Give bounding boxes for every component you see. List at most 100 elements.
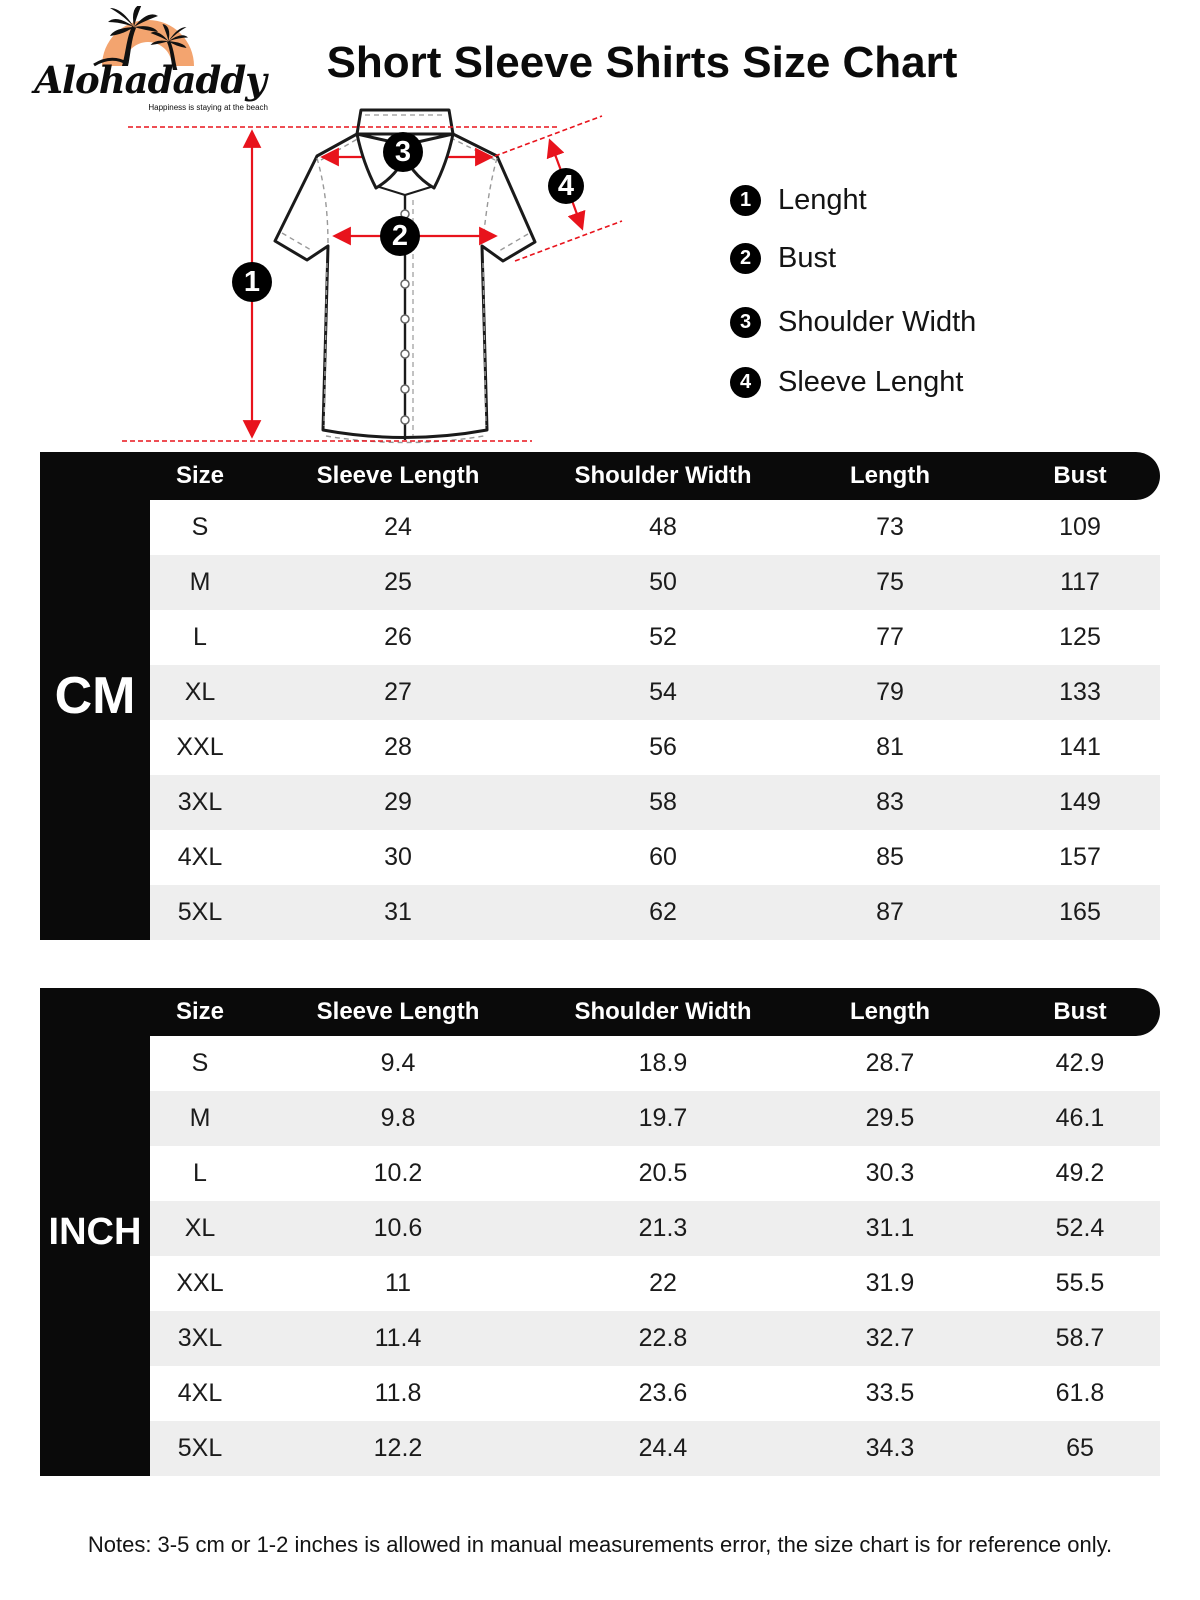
cell-shoulder-width: 20.5: [638, 1159, 688, 1187]
cell-bust: 65: [1066, 1434, 1094, 1462]
cell-bust: 141: [1059, 733, 1101, 761]
cell-bust: 52.4: [1055, 1214, 1105, 1242]
diagram-markers: 1 2 3 4: [232, 132, 584, 302]
table-row: M 9.8 19.7 29.5 46.1: [150, 1091, 1160, 1146]
cell-sleeve-length: 30: [384, 843, 412, 871]
palm-trees-sunset-logo-art: [93, 6, 194, 70]
cm-size-table: CM Size Sleeve Length Shoulder Width Len…: [40, 452, 1160, 940]
cell-length: 79: [876, 678, 904, 706]
cell-sleeve-length: 28: [384, 733, 412, 761]
legend-marker-1: 1: [730, 184, 761, 216]
column-header-bust: Bust: [1053, 462, 1107, 489]
shirt-collar: [355, 108, 455, 196]
column-header-size: Size: [175, 998, 225, 1025]
cell-sleeve-length: 10.2: [373, 1159, 423, 1187]
cell-bust: 49.2: [1055, 1159, 1105, 1187]
table-row: 4XL 11.8 23.6 33.5 61.8: [150, 1366, 1160, 1421]
table-row: 4XL 30 60 85 157: [150, 830, 1160, 885]
cell-length: 75: [876, 568, 904, 596]
legend-label: Lenght: [778, 183, 867, 216]
page-title: Short Sleeve Shirts Size Chart: [326, 38, 958, 87]
table-row: S 9.4 18.9 28.7 42.9: [150, 1036, 1160, 1091]
cell-bust: 157: [1059, 843, 1101, 871]
cell-sleeve-length: 9.8: [380, 1104, 416, 1132]
column-header-bust: Bust: [1053, 998, 1107, 1025]
column-header-shoulder-width: Shoulder Width: [574, 998, 752, 1025]
cell-shoulder-width: 54: [649, 678, 677, 706]
table-row: L 26 52 77 125: [150, 610, 1160, 665]
cell-shoulder-width: 19.7: [638, 1104, 688, 1132]
inch-table-rows: S 9.4 18.9 28.7 42.9 M 9.8 19.7 29.5 46.1 L 10.2 2…: [150, 1036, 1160, 1476]
cell-sleeve-length: 9.4: [380, 1049, 416, 1077]
cell-length: 30.3: [865, 1159, 915, 1187]
cell-sleeve-length: 10.6: [373, 1214, 423, 1242]
table-row: 5XL 31 62 87 165: [150, 885, 1160, 940]
inch-size-table: INCH Size Sleeve Length Shoulder Width L…: [40, 988, 1160, 1476]
cell-shoulder-width: 56: [649, 733, 677, 761]
diagram-marker-3: 3: [395, 136, 411, 168]
table-row: XXL 28 56 81 141: [150, 720, 1160, 775]
inch-table-header: Size Sleeve Length Shoulder Width Length…: [40, 988, 1160, 1036]
cell-size: XL: [184, 678, 216, 706]
cell-shoulder-width: 58: [649, 788, 677, 816]
cell-size: XL: [184, 1214, 216, 1242]
cell-size: 5XL: [177, 1434, 223, 1462]
cell-size: M: [189, 568, 211, 596]
cell-shoulder-width: 52: [649, 623, 677, 651]
cell-sleeve-length: 31: [384, 898, 412, 926]
column-header-length: Length: [850, 462, 930, 489]
column-header-shoulder-width: Shoulder Width: [574, 462, 752, 489]
cell-size: 4XL: [177, 843, 223, 871]
cell-bust: 117: [1060, 568, 1100, 596]
cell-shoulder-width: 62: [649, 898, 677, 926]
inch-unit-label: INCH: [40, 988, 150, 1476]
cell-bust: 61.8: [1055, 1379, 1105, 1407]
column-header-length: Length: [850, 998, 930, 1025]
cm-table-header: Size Sleeve Length Shoulder Width Length…: [40, 452, 1160, 500]
cell-length: 85: [876, 843, 904, 871]
cell-length: 31.9: [865, 1269, 915, 1297]
cell-sleeve-length: 24: [384, 513, 412, 541]
brand-logo: Alohadaddy Happiness is staying at the b…: [28, 4, 272, 118]
cell-sleeve-length: 26: [384, 623, 412, 651]
legend-label: Sleeve Lenght: [778, 365, 964, 398]
cell-size: L: [193, 623, 207, 651]
cm-unit-label: CM: [40, 452, 150, 940]
shirt-seams: [281, 137, 529, 444]
cell-bust: 133: [1059, 678, 1101, 706]
measurement-legend: 1 Lenght 2 Bust 3 Shoulder Width 4 Sleev…: [730, 183, 1060, 413]
cell-length: 33.5: [865, 1379, 915, 1407]
table-row: XL 10.6 21.3 31.1 52.4: [150, 1201, 1160, 1256]
shirt-measurement-diagram: 1 2 3 4: [122, 108, 623, 444]
legend-item-bust: 2 Bust: [730, 241, 836, 275]
legend-item-length: 1 Lenght: [730, 183, 867, 217]
cell-size: 3XL: [177, 1324, 223, 1352]
cell-sleeve-length: 25: [384, 568, 412, 596]
brand-tagline: Happiness is staying at the beach: [148, 103, 268, 112]
cell-shoulder-width: 24.4: [638, 1434, 688, 1462]
cell-length: 34.3: [865, 1434, 915, 1462]
diagram-marker-2: 2: [392, 220, 408, 252]
cell-sleeve-length: 11.4: [374, 1324, 422, 1352]
cell-shoulder-width: 18.9: [638, 1049, 688, 1077]
cell-bust: 46.1: [1055, 1104, 1105, 1132]
legend-marker-3: 3: [730, 306, 761, 338]
cell-shoulder-width: 50: [649, 568, 677, 596]
cell-sleeve-length: 12.2: [373, 1434, 423, 1462]
cell-bust: 55.5: [1055, 1269, 1105, 1297]
table-row: 3XL 11.4 22.8 32.7 58.7: [150, 1311, 1160, 1366]
table-row: 5XL 12.2 24.4 34.3 65: [150, 1421, 1160, 1476]
cell-sleeve-length: 27: [384, 678, 412, 706]
notes-text: Notes: 3-5 cm or 1-2 inches is allowed i…: [87, 1532, 1113, 1557]
cell-size: XXL: [176, 1269, 224, 1297]
brand-name: Alohadaddy: [34, 58, 266, 102]
cell-length: 73: [876, 513, 904, 541]
table-row: XL 27 54 79 133: [150, 665, 1160, 720]
cell-sleeve-length: 11: [385, 1269, 411, 1297]
cell-length: 28.7: [865, 1049, 915, 1077]
cell-length: 31.1: [865, 1214, 915, 1242]
cell-shoulder-width: 23.6: [638, 1379, 688, 1407]
cell-length: 83: [876, 788, 904, 816]
cell-shoulder-width: 48: [649, 513, 677, 541]
cell-sleeve-length: 11.8: [374, 1379, 422, 1407]
